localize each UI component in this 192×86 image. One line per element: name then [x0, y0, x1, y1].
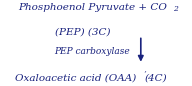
- Text: 2: 2: [173, 5, 178, 13]
- Text: Oxaloacetic acid (OAA): Oxaloacetic acid (OAA): [15, 73, 137, 82]
- Text: ʼ: ʼ: [143, 70, 145, 78]
- Text: Phosphoenol Pyruvate + CO: Phosphoenol Pyruvate + CO: [18, 3, 167, 12]
- Text: (PEP) (3C): (PEP) (3C): [55, 28, 110, 37]
- Text: PEP carboxylase: PEP carboxylase: [54, 47, 130, 56]
- Text: (4C): (4C): [145, 73, 168, 82]
